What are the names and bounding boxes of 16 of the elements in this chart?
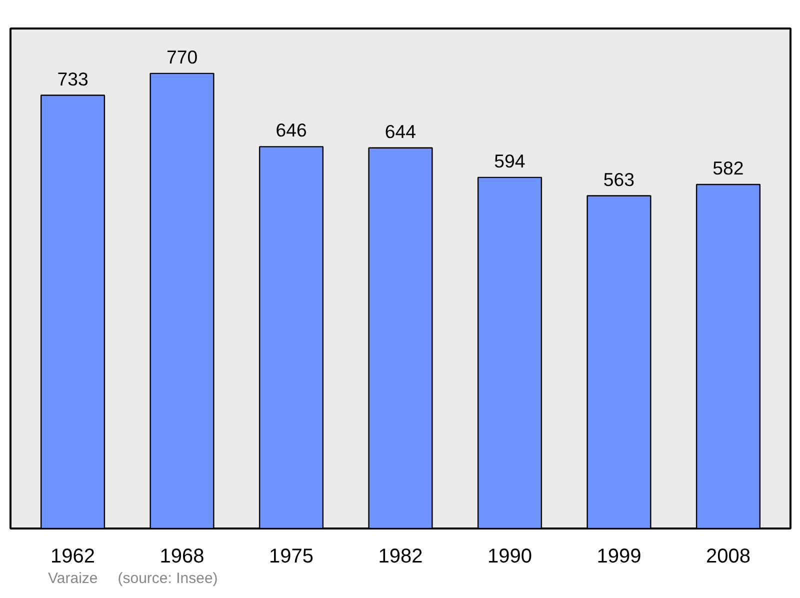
x-tick-label: 1999 [596,546,642,568]
x-tick-label: 1990 [488,546,532,568]
data-label: 733 [57,68,88,90]
data-label: 594 [494,150,526,172]
data-label: 646 [276,120,307,141]
data-label: 770 [166,46,198,68]
x-tick-label: 1975 [269,546,314,568]
data-label: 582 [712,158,744,179]
x-tick-label: 2008 [706,546,750,568]
x-tick-label: 1962 [50,546,96,568]
text: (source: Insee) [118,570,218,587]
x-tick-label: 1968 [160,546,204,568]
data-label: 563 [603,168,635,190]
text: Varaize [48,570,98,587]
x-tick-label: 1982 [378,546,423,568]
data-label: 644 [384,120,416,142]
